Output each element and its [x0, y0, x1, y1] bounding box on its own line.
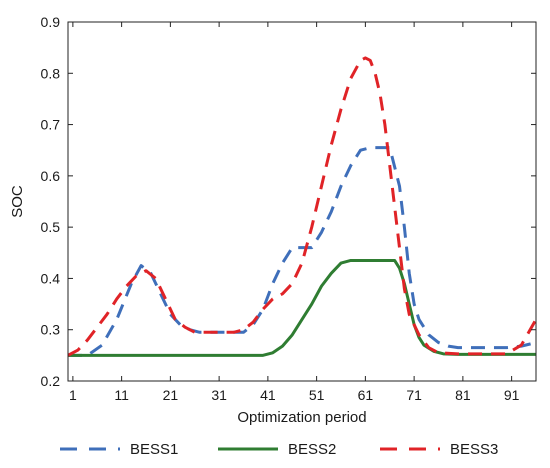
legend-label-bess3: BESS3: [450, 441, 498, 458]
x-tick-label: 51: [309, 387, 325, 403]
plot-frame: [67, 21, 537, 382]
y-tick-label: 0.4: [41, 270, 61, 286]
y-tick-label: 0.6: [41, 168, 61, 184]
x-tick-label: 41: [260, 387, 276, 403]
legend-label-bess2: BESS2: [288, 441, 336, 458]
x-tick-label: 11: [114, 387, 129, 403]
x-tick-label: 91: [504, 387, 520, 403]
series-line-bess2: [68, 258, 536, 357]
series-line-bess1: [68, 146, 536, 357]
y-axis-label: SOC: [9, 185, 26, 218]
axes: 0.20.30.40.50.60.70.80.91 11 21 31 41 51 61 71 8…: [41, 14, 537, 403]
legend-label-bess1: BESS1: [130, 441, 178, 458]
legend: BESS1 BESS2 BESS3: [60, 441, 498, 458]
x-tick-label: 71: [406, 387, 422, 403]
x-tick-label: 31: [211, 387, 227, 403]
y-tick-label: 0.2: [41, 373, 61, 389]
x-tick-label: 81: [455, 387, 471, 403]
series-lines: [68, 56, 536, 357]
x-tick-label: 61: [358, 387, 374, 403]
y-tick-label: 0.7: [41, 117, 61, 133]
y-tick-label: 0.5: [41, 219, 61, 235]
y-tick-label: 0.9: [41, 14, 61, 30]
y-tick-label: 0.3: [41, 322, 61, 338]
x-axis-label: Optimization period: [237, 409, 366, 426]
x-tick-label: 21: [163, 387, 179, 403]
y-tick-label: 0.8: [41, 65, 61, 81]
series-line-bess3: [68, 56, 536, 357]
x-tick-label: 1: [69, 387, 77, 403]
